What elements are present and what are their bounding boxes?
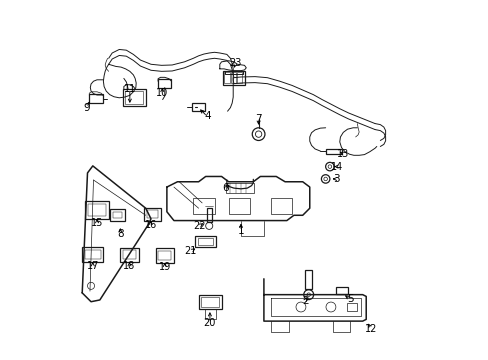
Bar bbox=[123, 250, 136, 259]
Text: 18: 18 bbox=[123, 261, 135, 271]
Bar bbox=[346, 303, 357, 311]
Text: 11: 11 bbox=[123, 84, 136, 94]
Text: 23: 23 bbox=[229, 58, 242, 68]
Bar bbox=[122, 89, 145, 106]
Text: 3: 3 bbox=[333, 174, 340, 184]
Bar bbox=[305, 270, 312, 289]
Text: 9: 9 bbox=[83, 103, 90, 113]
Bar bbox=[325, 149, 341, 154]
Text: 8: 8 bbox=[117, 229, 123, 239]
Bar bbox=[193, 198, 214, 213]
Text: 12: 12 bbox=[365, 324, 377, 334]
Bar bbox=[155, 248, 174, 262]
Text: 7: 7 bbox=[255, 114, 262, 124]
Text: 4: 4 bbox=[203, 112, 210, 121]
Bar bbox=[146, 210, 158, 218]
Bar bbox=[158, 79, 171, 87]
Text: 14: 14 bbox=[330, 162, 343, 172]
Text: 21: 21 bbox=[184, 246, 197, 256]
Text: 1: 1 bbox=[237, 226, 244, 236]
Bar bbox=[85, 201, 109, 219]
Text: 16: 16 bbox=[144, 220, 157, 230]
Bar bbox=[228, 198, 249, 213]
Bar bbox=[206, 207, 211, 222]
Bar bbox=[110, 209, 125, 221]
Bar bbox=[82, 247, 103, 262]
Text: 20: 20 bbox=[203, 318, 216, 328]
Bar bbox=[201, 297, 219, 307]
Text: 19: 19 bbox=[158, 262, 170, 273]
Bar bbox=[195, 236, 215, 247]
Text: 5: 5 bbox=[346, 294, 353, 304]
Text: 13: 13 bbox=[336, 149, 349, 158]
Bar bbox=[224, 72, 229, 83]
Text: 10: 10 bbox=[156, 87, 168, 98]
Text: 6: 6 bbox=[222, 183, 228, 193]
Bar bbox=[88, 204, 106, 216]
Text: 22: 22 bbox=[193, 221, 205, 231]
Bar bbox=[230, 72, 236, 83]
Bar bbox=[113, 212, 122, 218]
Text: 2: 2 bbox=[301, 296, 308, 306]
Bar bbox=[143, 208, 161, 221]
Bar bbox=[85, 249, 101, 259]
Bar bbox=[192, 103, 204, 111]
Bar bbox=[222, 71, 244, 85]
Bar bbox=[198, 295, 221, 309]
Bar bbox=[270, 198, 291, 213]
Bar bbox=[225, 183, 254, 193]
Bar bbox=[336, 287, 347, 294]
Bar bbox=[237, 72, 242, 83]
Bar bbox=[125, 91, 142, 104]
Text: 15: 15 bbox=[91, 218, 103, 228]
Bar bbox=[120, 248, 139, 262]
Bar bbox=[158, 251, 171, 260]
Bar bbox=[89, 94, 102, 103]
Bar bbox=[198, 238, 212, 245]
Text: 17: 17 bbox=[86, 261, 99, 271]
